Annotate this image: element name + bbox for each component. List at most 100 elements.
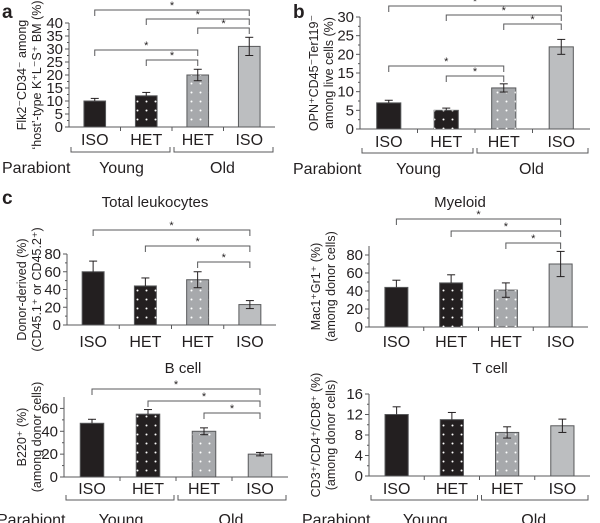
significance-bracket [203, 412, 261, 419]
significance-star: * [202, 391, 207, 403]
significance-star: * [473, 66, 478, 78]
significance-star: * [196, 9, 201, 21]
category-label: HET [182, 334, 214, 351]
significance-bracket [94, 49, 199, 56]
category-label: ISO [236, 334, 264, 351]
y-tick-label: 40 [46, 15, 63, 32]
y-axis-label: B220⁺ (%) [15, 408, 29, 467]
panel-c-tcell: T cell 0 4 8 12 16 CD3⁺/CD4⁺/CD8⁺ (%) (among do… [302, 360, 590, 523]
y-tick-label: 40 [41, 423, 58, 440]
significance-star: * [473, 0, 478, 8]
significance-bracket [388, 65, 505, 72]
parabiont-label: Parabiont [293, 161, 362, 178]
category-label: HET [132, 481, 164, 498]
y-tick-label: 30 [337, 9, 354, 26]
category-label: HET [490, 334, 522, 351]
category-label: HET [491, 481, 523, 498]
bar-pattern-overlay [495, 432, 519, 476]
panel-c-bcell: B cell 0 20 40 60 B220⁺ (%) (among donor cells… [0, 360, 288, 523]
group-bracket-old [177, 495, 287, 501]
bar-pattern-overlay [494, 290, 518, 327]
parabiont-label: Parabiont [0, 512, 66, 523]
significance-star: * [221, 18, 226, 30]
significance-bracket [92, 229, 251, 236]
group-label-old: Old [519, 161, 544, 178]
significance-star: * [230, 403, 235, 415]
y-tick-label: 15 [46, 80, 63, 97]
y-axis-label: among live cells (%) [322, 17, 336, 129]
bar-pattern-overlay [440, 419, 464, 476]
bar-iso-old [548, 46, 574, 130]
significance-bracket [145, 59, 199, 66]
group-bracket-young [361, 148, 474, 154]
significance-star: * [170, 0, 175, 12]
significance-star: * [222, 252, 227, 264]
significance-bracket [445, 14, 562, 21]
significance-star: * [170, 50, 175, 62]
y-tick-label: 16 [346, 386, 363, 403]
bar-iso-young [83, 100, 107, 128]
significance-star: * [195, 236, 200, 248]
significance-star: * [476, 209, 481, 221]
significance-bracket [145, 18, 250, 25]
group-label-old: Old [521, 512, 546, 523]
chart-title: Total leukocytes [102, 194, 209, 211]
y-tick-label: 10 [337, 84, 354, 101]
bar-pattern-overlay [192, 431, 216, 477]
group-label-old: Old [210, 160, 235, 177]
category-label: HET [436, 481, 468, 498]
parabiont-label: Parabiont [2, 160, 71, 177]
significance-star: * [174, 379, 179, 391]
bar-iso-old [237, 45, 261, 128]
group-label-young: Young [396, 161, 441, 178]
category-label: HET [188, 481, 220, 498]
significance-bracket [450, 230, 562, 237]
category-label: ISO [79, 334, 107, 351]
category-label: HET [430, 134, 462, 151]
group-label-young: Young [99, 512, 144, 523]
bar-pattern-overlay [491, 87, 516, 129]
y-tick-label: 20 [346, 301, 363, 318]
y-tick-label: 80 [346, 247, 363, 264]
significance-star: * [504, 221, 509, 233]
category-label: HET [130, 132, 162, 149]
group-bracket-young [70, 147, 171, 153]
category-label: ISO [547, 334, 575, 351]
y-tick-label: 10 [46, 93, 63, 110]
bar-iso-young [81, 271, 105, 326]
category-label: ISO [549, 481, 577, 498]
group-label-young: Young [99, 160, 144, 177]
category-label: ISO [383, 481, 411, 498]
y-axis-label: ‘host’-type K⁺L⁻S⁺ BM (%) [30, 1, 44, 150]
y-axis-label: (among donor cells) [30, 382, 44, 492]
y-tick-label: 0 [50, 469, 58, 486]
y-axis-label: CD3⁺/CD4⁺/CD8⁺ (%) [309, 373, 323, 498]
bar-pattern-overlay [434, 110, 459, 129]
y-axis-label: Flk2⁻CD34⁻ among [15, 20, 29, 131]
y-tick-label: 60 [346, 265, 363, 282]
bar-pattern-overlay [135, 95, 158, 127]
chart-title: T cell [472, 360, 508, 377]
y-tick-label: 4 [355, 448, 363, 465]
y-axis-label: (CD45.1⁺ or CD45.2⁺) [30, 227, 44, 351]
category-label: ISO [81, 132, 109, 149]
y-tick-label: 0 [355, 468, 363, 485]
y-axis-label: OPN⁺CD45⁻Ter119⁻ [307, 15, 321, 131]
significance-star: * [169, 220, 174, 232]
significance-star: * [502, 5, 507, 17]
category-label: ISO [547, 134, 575, 151]
category-label: HET [488, 134, 520, 151]
group-label-old: Old [219, 512, 244, 523]
significance-star: * [530, 14, 535, 26]
y-tick-label: 0 [346, 121, 354, 138]
y-tick-label: 20 [337, 46, 354, 63]
y-tick-label: 0 [55, 119, 63, 136]
y-axis-label: Donor-derived (%) [15, 238, 29, 340]
group-bracket-young [370, 495, 478, 501]
category-label: ISO [235, 132, 263, 149]
bar-pattern-overlay [186, 75, 209, 127]
group-label-young: Young [403, 512, 448, 523]
